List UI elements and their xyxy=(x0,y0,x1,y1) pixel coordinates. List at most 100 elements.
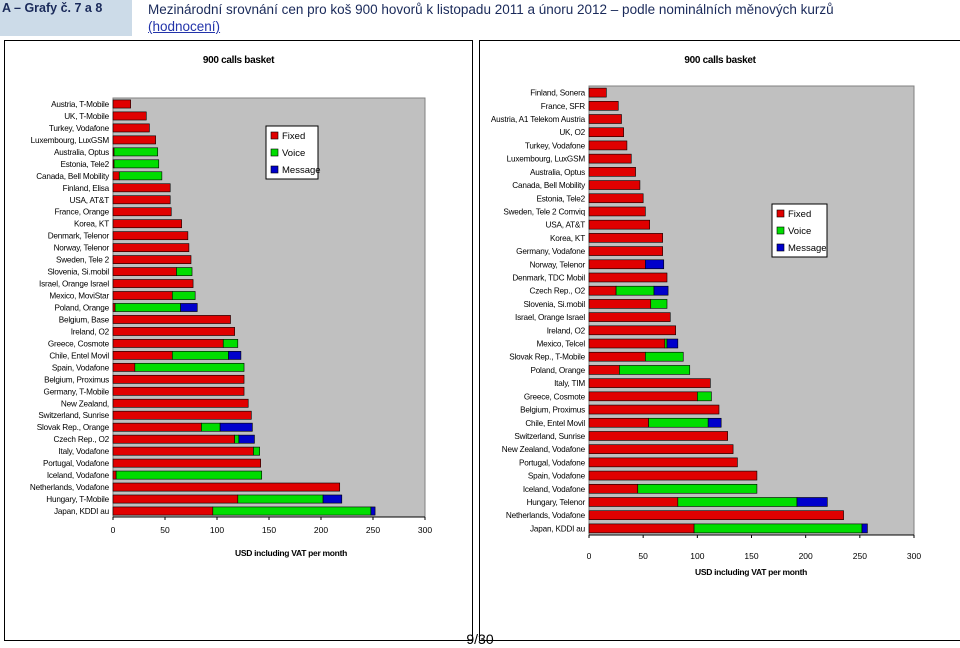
category-label: Finland, Elisa xyxy=(63,184,110,193)
bar-fixed xyxy=(112,99,131,109)
bar-fixed xyxy=(588,404,720,415)
bar-fixed xyxy=(588,325,676,336)
legend: Fixed Voice Message xyxy=(265,125,321,180)
category-label: Germany, Vodafone xyxy=(516,247,585,256)
bar-fixed xyxy=(112,303,116,312)
bar-voice xyxy=(648,417,709,428)
category-label: Estonia, Tele2 xyxy=(537,194,586,203)
category-label: Japan, KDDI au xyxy=(530,524,586,533)
x-tick-label: 150 xyxy=(744,551,758,561)
category-label: Korea, KT xyxy=(74,220,109,229)
bar-fixed xyxy=(112,327,235,336)
category-label: Poland, Orange xyxy=(54,304,109,313)
bar-fixed xyxy=(588,351,646,362)
bar-voice xyxy=(693,523,863,534)
category-label: Portugal, Vodafone xyxy=(43,459,110,468)
bar-fixed xyxy=(112,458,261,468)
bar-fixed xyxy=(588,417,649,428)
category-label: Finland, Sonera xyxy=(530,89,585,98)
bar-fixed xyxy=(588,219,650,230)
category-label: Hungary, Telenor xyxy=(527,498,586,507)
category-label: Switzerland, Sunrise xyxy=(514,432,585,441)
bar-voice xyxy=(114,303,181,312)
category-label: Israel, Orange Israel xyxy=(39,280,109,289)
bar-voice xyxy=(637,483,758,494)
bar-voice xyxy=(115,470,263,480)
legend-label-fixed: Fixed xyxy=(282,131,305,142)
evaluation-link[interactable]: (hodnocení) xyxy=(148,19,221,34)
bar-fixed xyxy=(112,195,171,205)
bar-fixed xyxy=(112,219,182,229)
bar-voice xyxy=(201,422,221,432)
bar-fixed xyxy=(588,259,646,270)
bar-fixed xyxy=(588,470,758,481)
bar-fixed xyxy=(112,434,235,444)
bar-fixed xyxy=(588,365,620,375)
x-axis-label: USD including VAT per month xyxy=(235,548,347,558)
legend: Fixed Voice Message xyxy=(771,203,828,258)
chart-panel-2: 900 calls basket Finland, Sonera France, … xyxy=(479,40,960,641)
bar-message xyxy=(707,417,722,428)
legend-swatch-message xyxy=(776,243,785,252)
bar-fixed xyxy=(588,497,679,507)
bar-fixed xyxy=(588,523,695,534)
category-label: Israel, Orange Israel xyxy=(515,313,585,322)
bar-fixed xyxy=(588,114,622,124)
bar-fixed xyxy=(112,362,136,372)
category-label: Slovenia, Si.mobil xyxy=(524,300,586,309)
category-label: Sweden, Tele 2 xyxy=(56,256,110,265)
bar-message xyxy=(228,351,242,360)
bar-fixed xyxy=(588,483,639,494)
x-tick-label: 300 xyxy=(418,525,432,535)
plot-area xyxy=(588,85,915,536)
category-label: Greece, Cosmote xyxy=(48,339,110,348)
bar-fixed xyxy=(112,267,177,276)
chart-2-svg: Finland, Sonera France, SFR Austria, A1 Te… xyxy=(491,85,921,577)
bar-voice xyxy=(645,351,684,362)
bar-fixed xyxy=(588,510,844,520)
category-label: Spain, Vodafone xyxy=(528,472,586,481)
x-tick-label: 50 xyxy=(160,525,170,535)
bar-fixed xyxy=(112,422,202,432)
bar-voice xyxy=(615,285,655,296)
category-label: Luxembourg, LuxGSM xyxy=(507,155,586,164)
x-tick-label: 250 xyxy=(366,525,380,535)
category-label: Slovak Rep., T-Mobile xyxy=(509,353,585,362)
category-label: Italy, Vodafone xyxy=(58,447,109,456)
category-label: Spain, Vodafone xyxy=(52,363,110,372)
bar-fixed xyxy=(588,167,636,177)
legend-swatch-voice xyxy=(270,148,279,157)
bar-voice xyxy=(664,338,668,349)
chart-1-title: 900 calls basket xyxy=(202,55,275,66)
category-label: Austria, A1 Telekom Austria xyxy=(491,115,586,124)
bar-fixed xyxy=(588,87,607,98)
chart-2-title: 900 calls basket xyxy=(684,55,756,66)
legend-label-fixed: Fixed xyxy=(788,209,811,220)
category-label: Denmark, TDC Mobil xyxy=(512,273,585,282)
category-label: Denmark, Telenor xyxy=(48,232,110,241)
bar-voice xyxy=(253,446,260,456)
category-label: New Zealand, xyxy=(61,399,109,408)
bar-voice xyxy=(237,494,324,504)
bar-fixed xyxy=(112,291,173,300)
category-label: Chile, Entel Movil xyxy=(525,419,585,428)
bar-fixed xyxy=(112,351,173,360)
bar-fixed xyxy=(588,180,641,190)
category-label: France, SFR xyxy=(541,102,585,111)
x-tick-label: 200 xyxy=(314,525,328,535)
category-label: France, Orange xyxy=(54,208,109,217)
bar-fixed xyxy=(588,312,671,322)
category-label: Belgium, Proximus xyxy=(520,406,585,415)
category-label: Czech Rep., O2 xyxy=(530,287,586,296)
legend-label-message: Message xyxy=(788,243,827,254)
category-label: Australia, Optus xyxy=(530,168,585,177)
category-label: Belgium, Base xyxy=(59,315,110,324)
bar-fixed xyxy=(588,101,619,111)
category-label: Netherlands, Vodafone xyxy=(506,511,586,520)
legend-swatch-fixed xyxy=(776,209,785,218)
category-label: Iceland, Vodafone xyxy=(47,471,110,480)
category-label: Estonia, Tele2 xyxy=(61,160,110,169)
bar-voice xyxy=(171,291,196,300)
category-label: Luxembourg, LuxGSM xyxy=(31,136,110,145)
page-title-text: Mezinárodní srovnání cen pro koš 900 hov… xyxy=(148,2,834,17)
